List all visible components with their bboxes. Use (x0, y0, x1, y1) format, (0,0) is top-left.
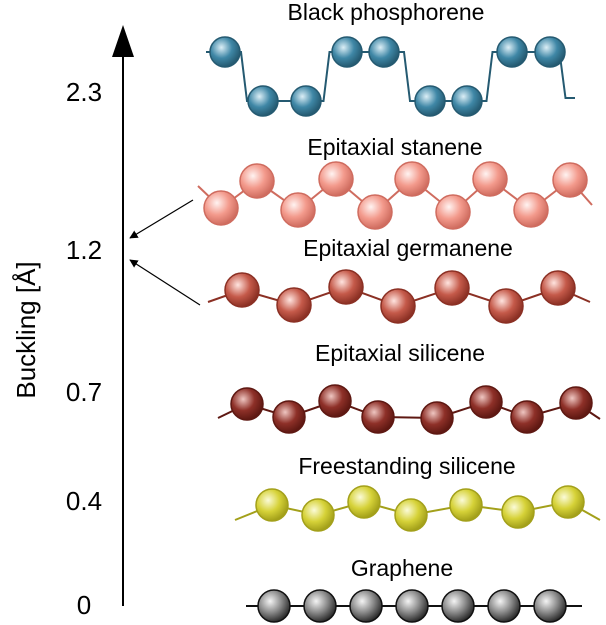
atom (472, 161, 508, 197)
atom (559, 386, 593, 420)
atom (451, 85, 483, 117)
atom (318, 161, 354, 197)
atom (247, 85, 279, 117)
atom (488, 288, 524, 324)
atom (347, 485, 381, 519)
atom (303, 589, 337, 623)
atom (380, 288, 416, 324)
tick-label-2-3: 2.3 (66, 77, 102, 107)
atom (552, 162, 588, 198)
atom (203, 190, 239, 226)
title-epitaxial-germanene: Epitaxial germanene (303, 235, 513, 261)
atom (357, 194, 393, 230)
atom (239, 163, 275, 199)
atom (534, 36, 566, 68)
atom (394, 498, 428, 532)
atom (331, 36, 363, 68)
atom (469, 385, 503, 419)
chain-epitaxial-germanene (207, 269, 591, 324)
chain-graphene (246, 589, 582, 623)
atom (257, 589, 291, 623)
atom (533, 589, 567, 623)
atom-chains (197, 36, 601, 623)
stanene-pointer-arrow (129, 199, 194, 239)
title-graphene: Graphene (351, 555, 453, 581)
atom (420, 401, 454, 435)
chain-freestanding-silicene (234, 485, 601, 532)
atom (394, 161, 430, 197)
title-epitaxial-silicene: Epitaxial silicene (315, 340, 485, 366)
atom (318, 384, 352, 418)
chain-epitaxial-silicene (217, 384, 601, 435)
bond-line (217, 399, 601, 420)
atom (551, 485, 585, 519)
atom (496, 36, 528, 68)
atom (501, 495, 535, 529)
atom (209, 36, 241, 68)
atom (487, 589, 521, 623)
atom (434, 270, 470, 306)
atom (441, 589, 475, 623)
axis-arrowhead-icon (112, 25, 134, 57)
tick-label-0: 0 (77, 590, 91, 620)
axis-label: Buckling [Å] (11, 261, 41, 398)
atom (368, 36, 400, 68)
title-black-phosphorene: Black phosphorene (288, 0, 485, 25)
chain-epitaxial-stanene (197, 161, 593, 230)
atom (513, 192, 549, 228)
atom (361, 400, 395, 434)
chain-black-phosphorene (206, 36, 575, 117)
atom (328, 269, 364, 305)
buckling-axis: Buckling [Å] 2.3 1.2 0.7 0.4 0 (11, 25, 134, 620)
atom (290, 85, 322, 117)
title-freestanding-silicene: Freestanding silicene (298, 453, 515, 479)
atom (349, 589, 383, 623)
atom (255, 488, 289, 522)
atom (301, 498, 335, 532)
tick-label-1-2: 1.2 (66, 235, 102, 265)
atom (280, 192, 316, 228)
atom (449, 488, 483, 522)
atom (510, 400, 544, 434)
atom (414, 85, 446, 117)
tick-label-0-4: 0.4 (66, 486, 102, 516)
atom (435, 194, 471, 230)
atom (272, 400, 306, 434)
atom (230, 387, 264, 421)
tick-label-0-7: 0.7 (66, 377, 102, 407)
atom (276, 287, 312, 323)
atom (540, 270, 576, 306)
atom (395, 589, 429, 623)
atom (224, 272, 260, 308)
title-epitaxial-stanene: Epitaxial stanene (307, 134, 482, 160)
germanene-pointer-arrow (129, 259, 201, 306)
